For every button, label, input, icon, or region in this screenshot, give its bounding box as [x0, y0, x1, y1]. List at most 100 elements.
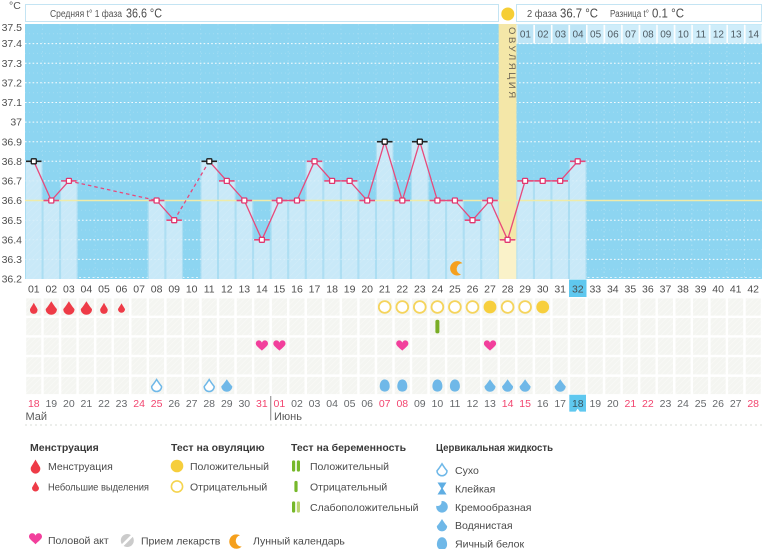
svg-text:36.5: 36.5 — [2, 215, 23, 227]
svg-text:27: 27 — [186, 398, 198, 410]
svg-text:36.6 °C: 36.6 °C — [126, 6, 162, 21]
svg-text:Отрицательный: Отрицательный — [190, 482, 267, 494]
svg-text:Клейкая: Клейкая — [455, 483, 495, 495]
svg-text:10: 10 — [186, 283, 198, 295]
svg-text:19: 19 — [45, 398, 57, 410]
svg-text:30: 30 — [238, 398, 250, 410]
svg-text:35: 35 — [625, 283, 637, 295]
svg-text:05: 05 — [590, 30, 602, 41]
svg-text:11: 11 — [696, 30, 707, 41]
svg-text:Слабоположительный: Слабоположительный — [310, 502, 419, 514]
svg-text:Отрицательный: Отрицательный — [310, 482, 387, 494]
svg-text:37.4: 37.4 — [2, 38, 23, 50]
svg-text:09: 09 — [414, 398, 426, 410]
svg-text:12: 12 — [713, 30, 725, 41]
svg-text:42: 42 — [747, 283, 759, 295]
svg-text:14: 14 — [748, 30, 760, 41]
svg-text:33: 33 — [589, 283, 601, 295]
svg-text:13: 13 — [730, 30, 742, 41]
svg-text:08: 08 — [643, 30, 655, 41]
svg-text:16: 16 — [537, 398, 549, 410]
svg-text:26: 26 — [168, 398, 180, 410]
svg-text:07: 07 — [379, 398, 391, 410]
svg-text:Положительный: Положительный — [190, 461, 269, 473]
svg-text:21: 21 — [625, 398, 637, 410]
svg-text:12: 12 — [221, 283, 233, 295]
svg-text:Май: Май — [26, 411, 48, 423]
svg-text:15: 15 — [274, 283, 286, 295]
svg-text:20: 20 — [607, 398, 619, 410]
svg-text:04: 04 — [572, 30, 584, 41]
svg-text:Сухо: Сухо — [455, 465, 479, 477]
svg-text:13: 13 — [484, 398, 496, 410]
svg-text:18: 18 — [28, 398, 40, 410]
svg-text:Прием лекарств: Прием лекарств — [141, 536, 221, 548]
svg-text:08: 08 — [151, 283, 163, 295]
svg-text:10: 10 — [432, 398, 444, 410]
svg-text:18: 18 — [572, 398, 584, 410]
svg-text:36: 36 — [642, 283, 654, 295]
svg-text:06: 06 — [361, 398, 373, 410]
svg-text:24: 24 — [133, 398, 145, 410]
svg-text:36.2: 36.2 — [2, 274, 23, 286]
svg-text:37.1: 37.1 — [2, 97, 23, 109]
svg-text:04: 04 — [326, 398, 338, 410]
svg-text:Июнь: Июнь — [274, 411, 302, 423]
svg-text:36.9: 36.9 — [2, 136, 23, 148]
svg-text:Небольшие выделения: Небольшие выделения — [48, 482, 149, 494]
svg-text:05: 05 — [344, 398, 356, 410]
svg-text:40: 40 — [712, 283, 724, 295]
svg-text:29: 29 — [221, 398, 233, 410]
svg-text:30: 30 — [537, 283, 549, 295]
svg-text:21: 21 — [81, 398, 93, 410]
svg-text:31: 31 — [256, 398, 268, 410]
svg-text:27: 27 — [730, 398, 742, 410]
svg-text:13: 13 — [238, 283, 250, 295]
svg-text:27: 27 — [484, 283, 496, 295]
svg-text:08: 08 — [396, 398, 408, 410]
svg-text:17: 17 — [309, 283, 321, 295]
svg-text:25: 25 — [151, 398, 163, 410]
svg-text:Разница t°: Разница t° — [610, 9, 649, 20]
svg-text:Средняя t° 1 фаза: Средняя t° 1 фаза — [50, 8, 122, 20]
svg-text:39: 39 — [695, 283, 707, 295]
svg-text:16: 16 — [291, 283, 303, 295]
svg-text:28: 28 — [203, 398, 215, 410]
svg-text:01: 01 — [520, 30, 532, 41]
svg-text:24: 24 — [432, 283, 444, 295]
svg-text:26: 26 — [467, 283, 479, 295]
svg-text:Тест на овуляцию: Тест на овуляцию — [171, 442, 265, 454]
svg-text:18: 18 — [326, 283, 338, 295]
svg-text:09: 09 — [168, 283, 180, 295]
svg-text:25: 25 — [449, 283, 461, 295]
svg-text:32: 32 — [572, 283, 584, 295]
svg-text:37: 37 — [10, 117, 22, 129]
svg-text:36.8: 36.8 — [2, 156, 23, 168]
svg-text:20: 20 — [361, 283, 373, 295]
svg-text:07: 07 — [133, 283, 145, 295]
svg-text:01: 01 — [28, 283, 40, 295]
svg-text:19: 19 — [589, 398, 601, 410]
svg-text:15: 15 — [519, 398, 531, 410]
svg-text:Цервикальная жидкость: Цервикальная жидкость — [436, 442, 553, 454]
svg-text:23: 23 — [414, 283, 426, 295]
svg-text:19: 19 — [344, 283, 356, 295]
svg-text:Тест на беременность: Тест на беременность — [291, 442, 407, 454]
svg-text:07: 07 — [625, 30, 637, 41]
svg-text:22: 22 — [396, 283, 408, 295]
svg-text:Половой акт: Половой акт — [48, 535, 109, 547]
svg-text:2 фаза: 2 фаза — [527, 8, 557, 20]
svg-text:Лунный календарь: Лунный календарь — [253, 536, 345, 548]
svg-text:37.3: 37.3 — [2, 58, 23, 70]
svg-text:38: 38 — [677, 283, 689, 295]
svg-text:36.7: 36.7 — [2, 176, 23, 188]
svg-text:25: 25 — [695, 398, 707, 410]
svg-text:37.2: 37.2 — [2, 77, 23, 89]
svg-text:37.5: 37.5 — [2, 22, 23, 34]
svg-text:02: 02 — [291, 398, 303, 410]
svg-text:Яичный белок: Яичный белок — [455, 539, 525, 549]
svg-text:36.3: 36.3 — [2, 254, 23, 266]
svg-text:29: 29 — [519, 283, 531, 295]
svg-text:12: 12 — [467, 398, 479, 410]
svg-text:26: 26 — [712, 398, 724, 410]
